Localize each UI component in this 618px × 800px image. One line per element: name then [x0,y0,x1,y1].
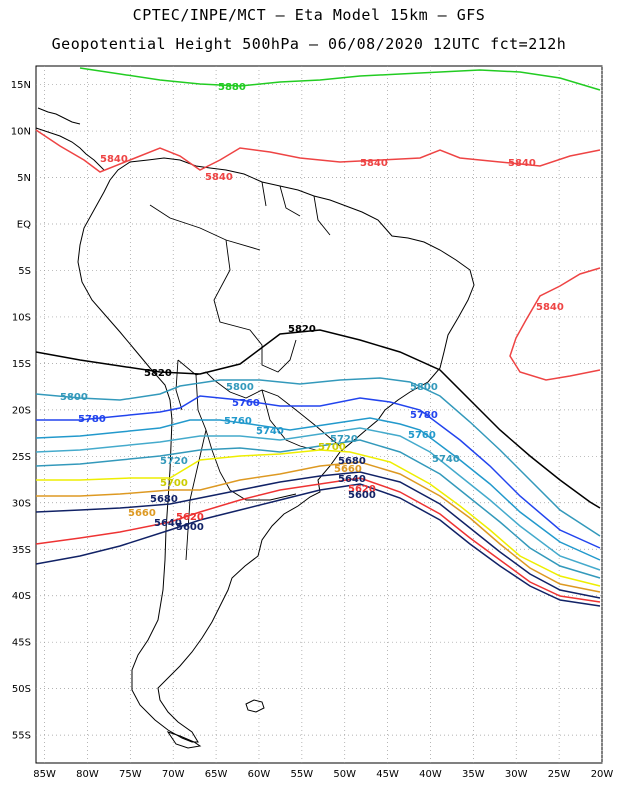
contour-label: 5880 [218,82,246,93]
lat-tick-label: 20S [12,405,31,416]
contour-label: 5660 [334,464,362,475]
contour-labels: 5880 5840 5840 5840 5840 5840 5820 5820 5800 5800… [60,82,564,533]
contour-5680 [36,461,601,593]
contour-label: 5760 [224,416,252,427]
lon-tick-label: 75W [119,769,142,780]
contour-label: 5600 [176,522,204,533]
lon-tick-label: 80W [76,769,99,780]
contour-label: 5600 [348,490,376,501]
lon-tick-label: 45W [376,769,399,780]
contour-label: 5800 [226,382,254,393]
contour-label: 5820 [288,324,316,335]
contour-5820 [35,329,601,509]
lon-tick-label: 25W [548,769,571,780]
lat-tick-label: 45S [12,638,31,649]
height-contours [35,67,601,607]
lat-tick-label: 35S [12,545,31,556]
contour-5620 [35,483,601,607]
lat-tick-label: 10S [12,312,31,323]
coastlines [35,107,475,749]
contour-label: 5640 [154,518,182,529]
contour-5700 [36,449,601,587]
contour-label: 5720 [330,434,358,445]
falkland-islands [245,699,265,713]
contour-label: 5840 [508,158,536,169]
lon-tick-label: 40W [419,769,442,780]
lat-tick-label: 15S [12,359,31,370]
lat-tick-label: 15N [11,80,31,91]
contour-label: 5700 [160,478,188,489]
contour-label: 5840 [100,154,128,165]
contour-label: 5720 [160,456,188,467]
lon-tick-label: 30W [505,769,528,780]
lon-tick-label: 70W [162,769,185,780]
lon-tick-label: 20W [591,769,614,780]
chart-title-line2: Geopotential Height 500hPa – 06/08/2020 … [51,35,567,53]
lat-tick-label: 5S [18,266,31,277]
lat-tick-label: 25S [12,452,31,463]
lat-tick-label: EQ [17,219,31,230]
contour-label: 5780 [78,414,106,425]
contour-label: 5800 [410,382,438,393]
contour-label: 5760 [408,430,436,441]
contour-5740 [35,427,601,571]
graticule: 85W 80W 75W 70W 65W 60W 55W 50W 45W 40W 35W 30W 25W 2… [11,66,614,780]
contour-label: 5680 [338,456,366,467]
lon-tick-label: 65W [205,769,228,780]
contour-5720 [35,439,601,579]
lat-tick-label: 55S [12,731,31,742]
contour-label: 5680 [150,494,178,505]
contour-label: 5620 [176,512,204,523]
contour-label: 5820 [144,368,172,379]
chart-title-line1: CPTEC/INPE/MCT – Eta Model 15km – GFS [132,6,486,24]
lat-tick-label: 30S [12,498,31,509]
contour-label: 5840 [536,302,564,313]
lat-tick-label: 5N [17,173,31,184]
map-frame [35,65,603,764]
contour-label: 5740 [256,426,284,437]
contour-label: 5660 [128,508,156,519]
contour-label: 5840 [360,158,388,169]
contour-label: 5740 [432,454,460,465]
contour-5800 [35,377,601,537]
contour-label: 5620 [348,484,376,495]
lat-tick-label: 50S [12,684,31,695]
lat-tick-label: 10N [11,127,31,138]
contour-label: 5700 [318,442,346,453]
contour-label: 5760 [232,398,260,409]
contour-label: 5640 [338,474,366,485]
lat-tick-label: 40S [12,591,31,602]
central-america-coastline [35,127,105,171]
contour-5780 [36,395,601,549]
lon-tick-label: 60W [248,769,271,780]
contour-5880 [79,67,601,91]
contour-5840 [35,129,601,381]
lon-tick-label: 85W [33,769,56,780]
contour-5640 [35,477,601,603]
south-america-coastline [77,157,475,743]
contour-5760 [35,417,601,561]
lon-tick-label: 55W [291,769,314,780]
contour-label: 5800 [60,392,88,403]
lon-tick-label: 50W [333,769,356,780]
contour-5660 [35,471,601,599]
caribbean-coast [37,107,81,125]
contour-label: 5840 [205,172,233,183]
contour-label: 5780 [410,410,438,421]
lon-tick-label: 35W [462,769,485,780]
tierra-del-fuego [166,731,202,749]
